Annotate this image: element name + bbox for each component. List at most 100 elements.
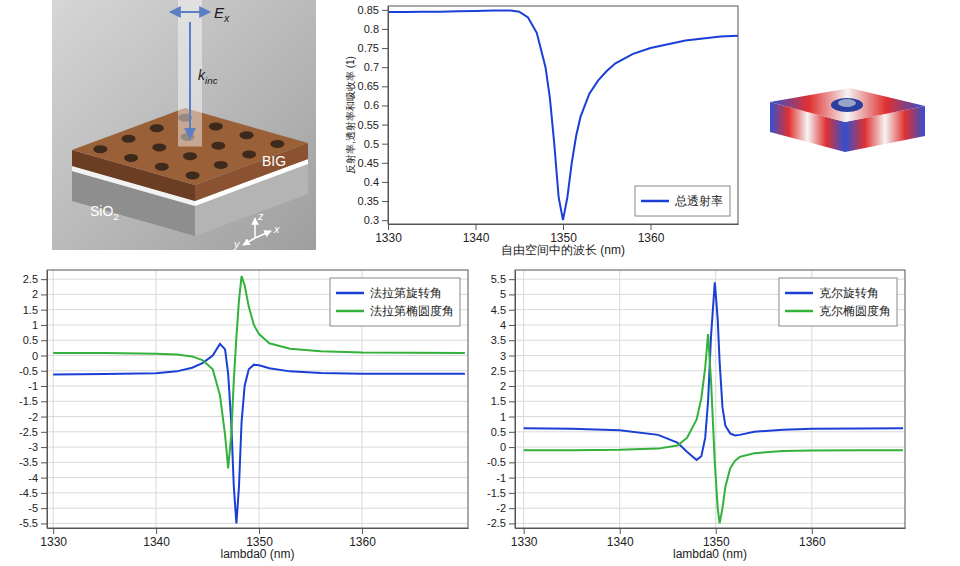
y-axis-title: 反射率,透射率和吸收率 (1) bbox=[345, 56, 356, 174]
y-tick-mark bbox=[382, 86, 388, 87]
y-tick-label: 0.5 bbox=[364, 138, 379, 150]
legend-item: 克尔旋转角 bbox=[785, 286, 879, 300]
x-tick-mark bbox=[259, 528, 260, 534]
y-tick-label: 2 bbox=[32, 288, 38, 300]
y-tick: 3 bbox=[500, 350, 515, 362]
x-tick: 1340 bbox=[607, 528, 634, 549]
grid-line bbox=[515, 416, 905, 417]
axis-triad bbox=[254, 218, 256, 238]
schematic-label: Ex bbox=[214, 4, 230, 24]
schematic-label: kinc bbox=[198, 67, 218, 86]
hole bbox=[209, 122, 223, 130]
y-tick: -1.5 bbox=[19, 395, 47, 407]
y-tick-mark bbox=[509, 462, 515, 463]
y-tick-label: 1.5 bbox=[491, 395, 506, 407]
y-tick-mark bbox=[41, 340, 47, 341]
schematic-label-sub: x bbox=[223, 12, 230, 24]
y-tick-label: -2.5 bbox=[19, 426, 38, 438]
y-tick-mark bbox=[509, 508, 515, 509]
y-tick-mark bbox=[41, 279, 47, 280]
hole bbox=[242, 150, 256, 158]
y-tick-mark bbox=[382, 125, 388, 126]
y-tick: -1 bbox=[28, 380, 47, 392]
y-tick-label: 5 bbox=[500, 288, 506, 300]
field-hole bbox=[831, 98, 863, 112]
y-tick: 1 bbox=[500, 411, 515, 423]
axis-triad bbox=[255, 231, 271, 238]
y-tick: 0.3 bbox=[364, 214, 388, 226]
y-tick-label: 4 bbox=[500, 319, 506, 331]
y-tick-label: 2.5 bbox=[23, 273, 38, 285]
field-hole bbox=[838, 99, 856, 107]
y-tick-label: 3.5 bbox=[491, 334, 506, 346]
y-tick: -3 bbox=[28, 441, 47, 453]
grid-line bbox=[47, 462, 468, 463]
grid-line bbox=[156, 270, 157, 528]
data-line bbox=[388, 11, 738, 221]
y-tick: 0.8 bbox=[364, 23, 388, 35]
y-tick-mark bbox=[41, 462, 47, 463]
y-tick: 1 bbox=[32, 319, 47, 331]
y-tick-label: -5.5 bbox=[19, 517, 38, 529]
schematic-background bbox=[52, 0, 316, 250]
hole bbox=[240, 131, 254, 139]
y-tick: 4 bbox=[500, 319, 515, 331]
y-tick-label: -2 bbox=[28, 411, 38, 423]
y-tick-label: 0.65 bbox=[358, 80, 379, 92]
y-tick-mark bbox=[509, 325, 515, 326]
y-tick: 5 bbox=[500, 288, 515, 300]
y-tick-mark bbox=[509, 417, 515, 418]
x-tick-label: 1330 bbox=[40, 535, 67, 549]
legend-swatch bbox=[641, 200, 669, 203]
y-tick-mark bbox=[509, 340, 515, 341]
y-tick: 0.5 bbox=[491, 426, 515, 438]
y-tick-mark bbox=[509, 432, 515, 433]
data-line bbox=[524, 334, 903, 523]
y-tick-label: -0.5 bbox=[487, 456, 506, 468]
schematic-label-sub: 2 bbox=[113, 211, 118, 222]
x-tick: 1360 bbox=[799, 528, 826, 549]
grid-line bbox=[515, 462, 905, 463]
x-tick: 1340 bbox=[463, 224, 490, 245]
y-tick: -3.5 bbox=[19, 456, 47, 468]
y-tick: 0.4 bbox=[364, 176, 388, 188]
grid-line bbox=[259, 270, 260, 528]
x-tick-label: 1330 bbox=[375, 231, 402, 245]
y-tick: 2 bbox=[500, 380, 515, 392]
legend-item: 总透射率 bbox=[641, 194, 723, 208]
legend: 克尔旋转角克尔椭圆度角 bbox=[779, 278, 897, 326]
grid-line bbox=[515, 431, 905, 432]
x-tick-mark bbox=[563, 224, 564, 230]
y-axis-line bbox=[515, 271, 516, 529]
y-tick-mark bbox=[509, 386, 515, 387]
x-tick: 1330 bbox=[511, 528, 538, 549]
y-tick: -2.5 bbox=[487, 517, 515, 529]
grid-line bbox=[47, 431, 468, 432]
schematic-label: y bbox=[233, 238, 241, 250]
y-tick: 0 bbox=[500, 441, 515, 453]
schematic-label-sub: inc bbox=[205, 75, 218, 86]
schematic-label: x bbox=[273, 223, 280, 235]
data-line bbox=[53, 344, 465, 524]
x-tick: 1350 bbox=[703, 528, 730, 549]
y-tick: -2 bbox=[28, 411, 47, 423]
grid-line bbox=[515, 508, 905, 509]
hole bbox=[122, 135, 136, 143]
y-tick: -1.5 bbox=[487, 487, 515, 499]
y-tick-mark bbox=[509, 371, 515, 372]
x-tick-mark bbox=[362, 528, 363, 534]
x-tick-mark bbox=[53, 528, 54, 534]
y-tick-label: 3 bbox=[500, 350, 506, 362]
plot-frame bbox=[515, 270, 905, 528]
y-tick-label: 0.85 bbox=[358, 4, 379, 16]
plot-background bbox=[388, 6, 738, 224]
y-tick: -5 bbox=[28, 502, 47, 514]
grid-line bbox=[47, 386, 468, 387]
chart: 13301340135013600.30.350.40.450.50.550.6… bbox=[345, 4, 739, 257]
y-tick: 3.5 bbox=[491, 334, 515, 346]
y-tick-mark bbox=[41, 325, 47, 326]
legend-label: 总透射率 bbox=[674, 194, 723, 208]
y-tick: 4.5 bbox=[491, 304, 515, 316]
y-tick-mark bbox=[41, 432, 47, 433]
y-tick: 2.5 bbox=[23, 273, 47, 285]
